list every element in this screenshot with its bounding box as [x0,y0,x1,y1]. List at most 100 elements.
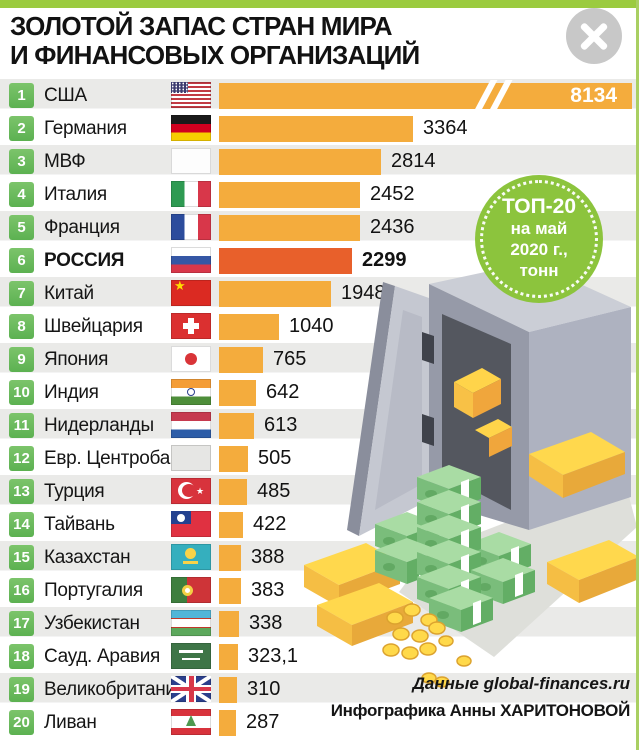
country-label: Великобритания [44,679,186,700]
value-label: 383 [251,579,285,601]
close-button[interactable] [566,8,622,64]
bar-area: 505 [219,442,639,475]
coins-icon [382,603,472,688]
flag-india-icon [171,379,211,405]
flag-kazakhstan-icon [171,544,211,570]
credits: Данные global-finances.ru Инфографика Ан… [330,674,631,721]
table-row: 14 Тайвань 422 [0,508,639,541]
table-row: 10 Индия 642 [0,376,639,409]
gold-reserve-bar [219,181,360,208]
rank-badge: 10 [9,380,34,405]
value-label: 642 [266,381,300,403]
country-label: Нидерланды [44,415,154,436]
country-label: Тайвань [44,514,115,535]
table-row: 18 Сауд. Аравия 323,1 [0,640,639,673]
gold-reserve-bar [219,148,381,175]
country-label: Евр. Центробанк [44,448,189,469]
bar-area: 287 [219,706,639,739]
table-row: 4 Италия 2452 [0,178,639,211]
value-label: 2299 [362,249,407,271]
gold-reserve-bar: 8134 [219,79,632,112]
gold-reserve-bar [219,280,331,307]
country-label: Узбекистан [44,613,140,634]
flag-japan-icon [171,346,211,372]
value-label: 2452 [370,183,415,205]
flag-netherlands-icon [171,412,211,438]
value-label: 422 [253,513,287,535]
country-label: США [44,85,87,106]
country-label: МВФ [44,151,86,172]
flag-lebanon-icon [171,709,211,735]
country-label: Индия [44,382,99,403]
bar-area: 2299 [219,244,639,277]
bar-area: 642 [219,376,639,409]
country-label: Ливан [44,712,97,733]
flag-uk-icon [171,676,211,702]
country-label: Швейцария [44,316,143,337]
rank-badge: 11 [9,413,34,438]
bar-area: 383 [219,574,639,607]
country-label: Турция [44,481,105,502]
top-green-strip [0,0,639,8]
value-label: 388 [251,546,285,568]
rank-badge: 2 [9,116,34,141]
bar-area: 765 [219,343,639,376]
table-row: 20 Ливан 287 [0,706,639,739]
gold-reserve-bar [219,412,254,439]
rank-badge: 16 [9,578,34,603]
flag-turkey-icon: ★ [171,478,211,504]
rank-badge: 12 [9,446,34,471]
rank-badge: 9 [9,347,34,372]
value-label: 2814 [391,150,436,172]
rank-badge: 8 [9,314,34,339]
bar-area: 323,1 [219,640,639,673]
bar-area: 2436 [219,211,639,244]
flag-taiwan-icon [171,511,211,537]
table-row: 19 Великобритания 310 [0,673,639,706]
right-green-strip [636,0,639,750]
bar-area: 310 [219,673,639,706]
country-label: Португалия [44,580,143,601]
value-label: 505 [258,447,292,469]
gold-reserve-bar [219,214,360,241]
value-label: 613 [264,414,298,436]
gold-reserve-bar [219,346,263,373]
safe-icon [347,262,631,536]
rank-badge: 4 [9,182,34,207]
gold-reserve-bar [219,544,241,571]
title-line-2: И ФИНАНСОВЫХ ОРГАНИЗАЦИЙ [10,40,420,70]
rank-badge: 19 [9,677,34,702]
table-row: 3 МВФ 2814 [0,145,639,178]
bar-area: 388 [219,541,639,574]
flag-usa-icon [171,82,211,108]
rank-badge: 6 [9,248,34,273]
rank-badge: 14 [9,512,34,537]
flag-portugal-icon [171,577,211,603]
value-label: 485 [257,480,291,502]
bar-area: 1040 [219,310,639,343]
flag-china-icon [171,280,211,306]
flag-italy-icon [171,181,211,207]
value-label: 1040 [289,315,334,337]
bar-area: 422 [219,508,639,541]
rank-badge: 18 [9,644,34,669]
bar-area: 613 [219,409,639,442]
rank-badge: 20 [9,710,34,735]
country-label: Сауд. Аравия [44,646,161,667]
title-line-1: ЗОЛОТОЙ ЗАПАС СТРАН МИРА [10,11,393,41]
value-label: 2436 [370,216,415,238]
infographic-author-label: Инфографика Анны ХАРИТОНОВОЙ [330,701,631,720]
badge-dotted-ring [480,180,598,298]
rank-badge: 15 [9,545,34,570]
gold-reserves-chart: 1 США 8134 2 Германия 3364 3 МВФ 2814 4 … [0,79,639,739]
data-source-label: Данные global-finances.ru [412,674,630,693]
rank-badge: 7 [9,281,34,306]
value-label: 338 [249,612,283,634]
flag-saudi-arabia-icon [171,643,211,669]
country-label: Казахстан [44,547,131,568]
table-row: 1 США 8134 [0,79,639,112]
flag-imf-icon [171,148,211,174]
table-row: 8 Швейцария 1040 [0,310,639,343]
bar-area: 8134 [219,79,639,112]
